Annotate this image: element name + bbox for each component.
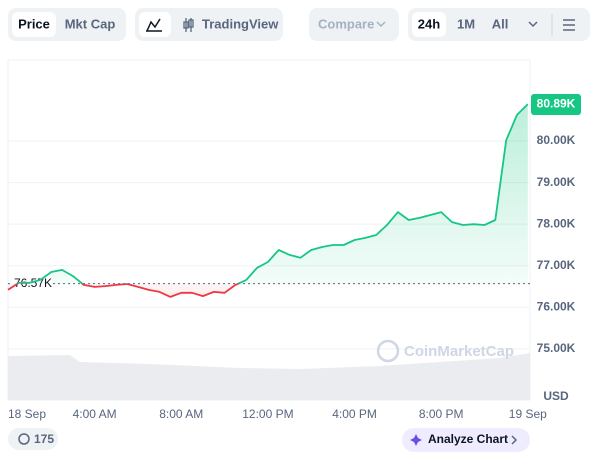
area [8,104,528,297]
analyze-button[interactable] [402,428,530,452]
comments-icon [18,433,30,445]
chevron [511,435,518,445]
comments-pill[interactable] [8,428,58,450]
line-icon [146,18,162,32]
comments-count[interactable]: 175 [34,432,54,446]
last-price-label: 80.89K [537,97,576,111]
x-tick-label: 12:00 PM [242,407,293,421]
price-line [7,103,529,298]
y-tick-label: 77.00K [537,258,576,272]
volume-area [8,353,530,400]
compare-label[interactable]: Compare [318,16,374,31]
range-selected[interactable] [412,12,446,37]
chevron [376,21,386,28]
y-tick-label: 76.00K [537,299,576,313]
unit-label: USD [543,389,569,403]
line-button[interactable] [139,12,171,37]
price-button[interactable] [12,12,56,37]
y-tick-label: 79.00K [537,175,576,189]
watermark-logo [376,339,400,363]
settings-icon[interactable] [563,19,575,31]
range-group [408,8,590,41]
y-tick-label: 80.00K [537,133,576,147]
mktcap-label[interactable]: Mkt Cap [65,16,116,31]
x-tick-label: 4:00 PM [332,407,377,421]
y-tick-label: 75.00K [537,341,576,355]
tradingview-label[interactable]: TradingView [202,16,279,31]
x-tick-label: 19 Sep [509,407,547,421]
range-label[interactable]: 24h [418,16,440,31]
chevron[interactable] [528,21,538,28]
range-label[interactable]: 1M [457,16,475,31]
y-tick-label: 78.00K [537,216,576,230]
compare-button[interactable] [309,8,399,41]
watermark: CoinMarketCap [404,343,514,360]
x-tick-label: 4:00 AM [73,407,117,421]
x-tick-label: 18 Sep [8,407,46,421]
price-label[interactable]: Price [18,16,50,31]
chart-type-group [135,8,283,41]
x-tick-label: 8:00 AM [159,407,203,421]
last-price-tag [531,94,581,116]
sparkle-icon [410,434,422,446]
x-tick-label: 8:00 PM [419,407,464,421]
range-label[interactable]: All [492,16,509,31]
candle-icon [183,18,194,32]
analyze-label[interactable]: Analyze Chart [428,432,508,446]
